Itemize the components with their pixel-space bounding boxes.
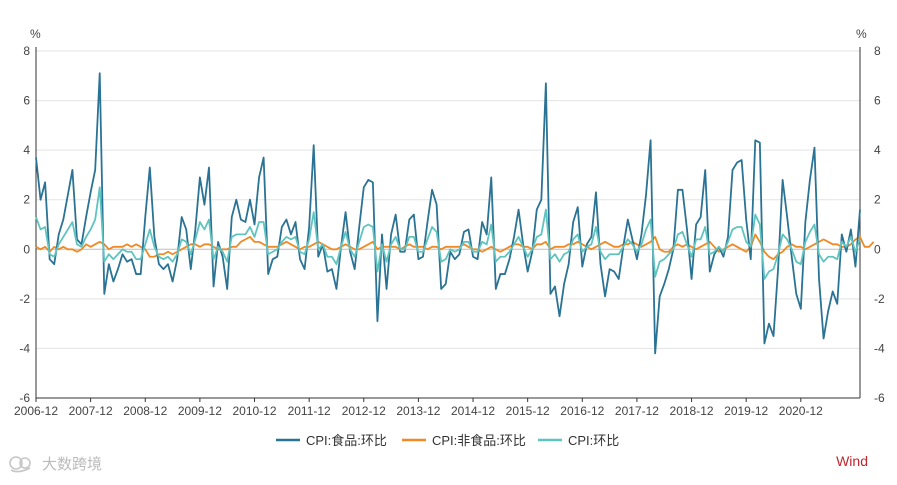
grid [36,50,860,349]
legend-label-2: CPI:环比 [568,433,619,448]
y-tick-label-left: -2 [19,292,30,306]
y-tick-label-right: 2 [874,193,881,207]
y-tick-label-left: 6 [23,94,30,108]
x-tick-label: 2016-12 [560,404,604,418]
x-tick-label: 2013-12 [396,404,440,418]
y-tick-label-right: 6 [874,94,881,108]
legend: CPI:食品:环比 CPI:非食品:环比 CPI:环比 [276,433,619,448]
series-line-2 [35,186,861,280]
series-lines [35,72,875,355]
x-tick-label: 2019-12 [724,404,768,418]
brand-logo-icon [9,456,31,473]
y-tick-label-left: -4 [19,341,30,355]
axes: -6 -6 -4 -4 -2 -2 0 0 2 2 4 4 6 6 8 8 2006-12 2007-12 2008… [14,44,885,418]
series-line-1 [35,233,875,261]
y-tick-label-left: -6 [19,391,30,405]
x-tick-label: 2008-12 [123,404,167,418]
legend-label-0: CPI:食品:环比 [306,433,387,448]
y-tick-label-left: 8 [23,44,30,58]
x-tick-label: 2018-12 [670,404,714,418]
x-tick-label: 2020-12 [779,404,823,418]
left-axis-unit: % [30,27,41,41]
x-tick-label: 2010-12 [232,404,276,418]
x-tick-label: 2015-12 [506,404,550,418]
y-tick-label-right: 0 [874,242,881,256]
y-tick-label-right: -2 [874,292,885,306]
x-tick-label: 2009-12 [178,404,222,418]
x-tick-label: 2014-12 [451,404,495,418]
y-tick-label-right: -4 [874,341,885,355]
watermark: 大数跨境 [9,455,102,473]
source-label: Wind [836,453,868,469]
x-tick-label: 2017-12 [615,404,659,418]
x-tick-label: 2007-12 [69,404,113,418]
y-tick-label-right: 4 [874,143,881,157]
watermark-text: 大数跨境 [42,455,102,473]
x-tick-label: 2006-12 [14,404,58,418]
y-tick-label-right: -6 [874,391,885,405]
right-axis-unit: % [856,27,867,41]
x-tick-label: 2012-12 [342,404,386,418]
x-tick-label: 2011-12 [288,404,331,418]
y-tick-label-left: 0 [23,242,30,256]
y-tick-label-right: 8 [874,44,881,58]
y-tick-label-left: 4 [23,143,30,157]
legend-label-1: CPI:非食品:环比 [432,433,526,448]
series-line-0 [35,72,861,355]
y-tick-label-left: 2 [23,193,30,207]
